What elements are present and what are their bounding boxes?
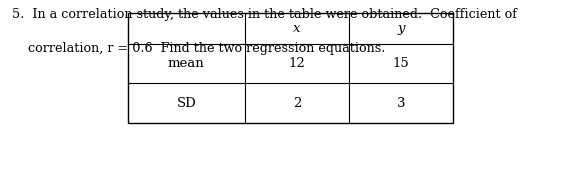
Text: 3: 3 [397,97,406,110]
Text: x: x [293,22,301,35]
Text: y: y [397,22,405,35]
Text: 12: 12 [289,57,306,70]
Text: 5.  In a correlation study, the values in the table were obtained.  Coefficient : 5. In a correlation study, the values in… [12,8,517,21]
Bar [128,13,453,123]
Text: SD: SD [177,97,196,110]
Text: mean: mean [168,57,205,70]
Text: 2: 2 [293,97,301,110]
Text: correlation, r = 0.6  Find the two regression equations.: correlation, r = 0.6 Find the two regres… [12,42,385,55]
Text: 15: 15 [393,57,410,70]
